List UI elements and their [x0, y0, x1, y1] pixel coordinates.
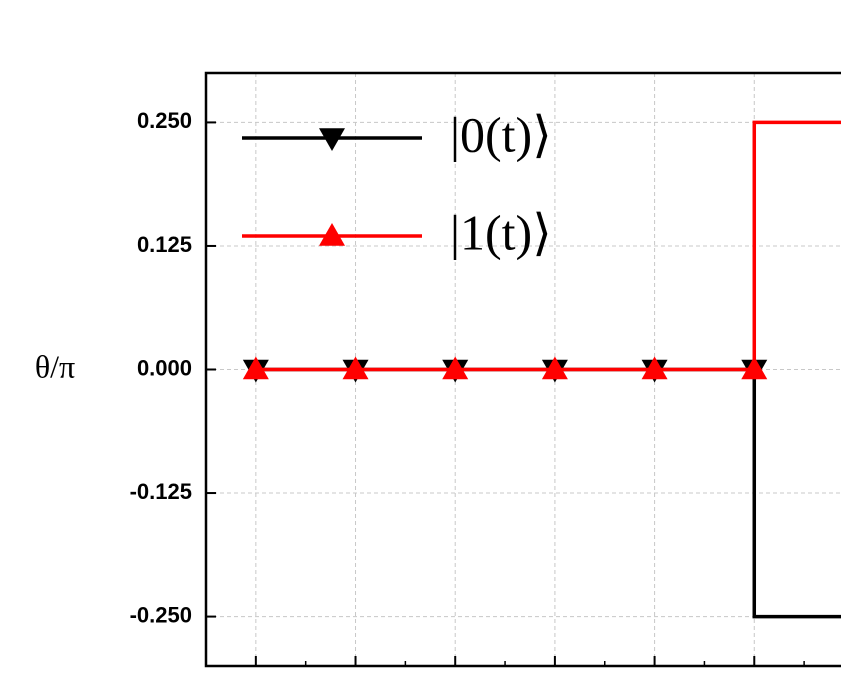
legend-marker	[319, 223, 345, 246]
y-tick-label: 0.125	[137, 232, 192, 257]
marker	[641, 356, 668, 380]
marker	[741, 356, 768, 380]
y-axis-label: θ/π	[35, 348, 75, 384]
legend-marker	[319, 128, 345, 151]
y-tick-label: 0.250	[137, 108, 192, 133]
legend-label: |0(t)⟩	[450, 106, 552, 162]
marker	[541, 356, 568, 380]
series-line	[255, 120, 841, 372]
marker	[442, 356, 469, 380]
y-tick-label: -0.125	[130, 479, 192, 504]
marker	[342, 356, 369, 380]
plot-area	[242, 120, 841, 619]
legend-label: |1(t)⟩	[450, 204, 552, 260]
y-tick-label: 0.000	[137, 355, 192, 380]
marker	[242, 356, 269, 380]
axis-frame	[204, 71, 841, 668]
y-tick-label: -0.250	[130, 602, 192, 627]
series-line	[255, 367, 841, 619]
